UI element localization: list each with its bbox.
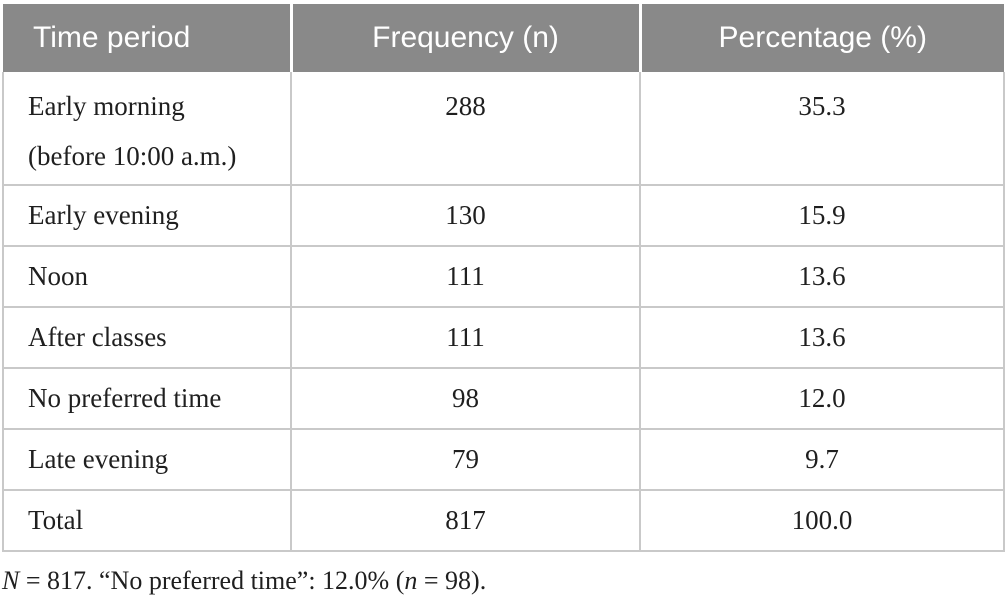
header-time-period: Time period — [3, 4, 291, 72]
time-period-label: Early evening — [28, 200, 179, 230]
cell-time-period: Late evening — [2, 428, 292, 491]
cell-time-period: Total — [2, 489, 292, 552]
header-percentage: Percentage (%) — [638, 4, 1004, 72]
cell-percentage: 15.9 — [639, 184, 1005, 247]
table-header: Time period Frequency (n) Percentage (%) — [3, 4, 1004, 72]
table-row: Early morning (before 10:00 a.m.) 288 35… — [2, 72, 1005, 186]
cell-percentage: 13.6 — [639, 306, 1005, 369]
cell-frequency: 288 — [290, 72, 641, 186]
table-body: Early morning (before 10:00 a.m.) 288 35… — [2, 72, 1005, 552]
cell-time-period: Early morning (before 10:00 a.m.) — [2, 72, 292, 186]
cell-frequency: 79 — [290, 428, 641, 491]
cell-frequency: 817 — [290, 489, 641, 552]
time-period-label: Early morning — [28, 91, 185, 121]
cell-frequency: 111 — [290, 306, 641, 369]
time-period-label: No preferred time — [28, 383, 222, 413]
table-row: Late evening 79 9.7 — [2, 428, 1005, 491]
cell-percentage: 12.0 — [639, 367, 1005, 430]
header-row: Time period Frequency (n) Percentage (%) — [3, 4, 1004, 72]
time-period-label: Late evening — [28, 444, 169, 474]
cell-time-period: No preferred time — [2, 367, 292, 430]
time-period-label: Total — [28, 505, 84, 535]
cell-percentage: 35.3 — [639, 72, 1005, 186]
table-row: Early evening 130 15.9 — [2, 184, 1005, 247]
table-row: After classes 111 13.6 — [2, 306, 1005, 369]
cell-percentage: 13.6 — [639, 245, 1005, 308]
header-frequency: Frequency (n) — [289, 4, 640, 72]
cell-frequency: 130 — [290, 184, 641, 247]
frequency-table: Time period Frequency (n) Percentage (%)… — [2, 4, 1005, 552]
cell-frequency: 98 — [290, 367, 641, 430]
table-row: No preferred time 98 12.0 — [2, 367, 1005, 430]
cell-time-period: Noon — [2, 245, 292, 308]
cell-time-period: Early evening — [2, 184, 292, 247]
time-period-note: (before 10:00 a.m.) — [28, 141, 237, 171]
cell-percentage: 100.0 — [639, 489, 1005, 552]
time-period-label: After classes — [28, 322, 167, 352]
cell-frequency: 111 — [290, 245, 641, 308]
footnote: N = 817. “No preferred time”: 12.0% (n =… — [2, 566, 487, 595]
cell-time-period: After classes — [2, 306, 292, 369]
table-row: Total 817 100.0 — [2, 489, 1005, 552]
table-row: Noon 111 13.6 — [2, 245, 1005, 308]
time-period-label: Noon — [28, 261, 88, 291]
cell-percentage: 9.7 — [639, 428, 1005, 491]
